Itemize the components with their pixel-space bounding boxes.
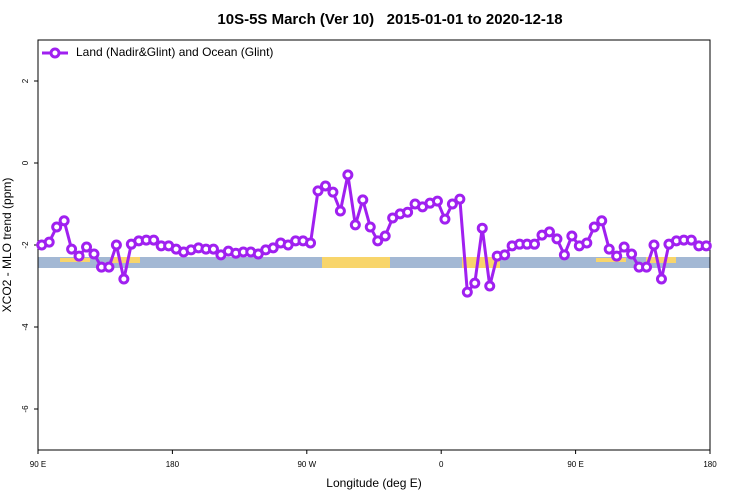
point [402, 206, 414, 218]
point [641, 261, 653, 273]
point [357, 194, 369, 206]
y-tick-label: 0 [21, 160, 30, 165]
x-tick-label: 0 [439, 460, 444, 469]
point [461, 286, 473, 298]
y-tick-label: -2 [21, 241, 30, 249]
point [110, 239, 122, 251]
point [581, 237, 593, 249]
point [58, 215, 70, 227]
chart-title: 10S-5S March (Ver 10) 2015-01-01 to 2020… [217, 11, 562, 28]
point [73, 250, 85, 262]
point [327, 186, 339, 198]
point [611, 250, 623, 262]
point [566, 230, 578, 242]
land-patch [110, 257, 140, 263]
point [379, 230, 391, 242]
point [626, 248, 638, 260]
point [648, 239, 660, 251]
y-axis-label: XCO2 - MLO trend (ppm) [0, 178, 14, 313]
x-axis-label: Longitude (deg E) [326, 476, 421, 490]
point [305, 237, 317, 249]
point [66, 243, 78, 255]
x-tick-label: 90 E [567, 460, 583, 469]
point [558, 249, 570, 261]
point [148, 234, 160, 246]
point [319, 180, 331, 192]
point [446, 198, 458, 210]
legend-label: Land (Nadir&Glint) and Ocean (Glint) [76, 45, 273, 59]
point [543, 226, 555, 238]
land-patch [596, 258, 626, 262]
y-tick-label: 2 [21, 78, 30, 83]
land-patch [646, 257, 676, 263]
land-patch [322, 257, 390, 268]
point [312, 185, 324, 197]
point [655, 273, 667, 285]
point [439, 213, 451, 225]
point [81, 241, 93, 253]
point [700, 240, 712, 252]
point [588, 221, 600, 233]
point [43, 236, 55, 248]
point [618, 241, 630, 253]
y-tick-label: -6 [21, 405, 30, 413]
point [372, 235, 384, 247]
point [364, 221, 376, 233]
x-tick-label: 90 E [30, 460, 46, 469]
point [103, 261, 115, 273]
series-line [41, 174, 707, 296]
point [349, 219, 361, 231]
point [476, 222, 488, 234]
point [596, 215, 608, 227]
point [499, 249, 511, 261]
point [529, 238, 541, 250]
point [207, 243, 219, 255]
x-tick-label: 90 W [297, 460, 316, 469]
point [118, 273, 130, 285]
y-tick-label: -4 [21, 323, 30, 331]
point [334, 205, 346, 217]
point [603, 243, 615, 255]
point [88, 248, 100, 260]
land-patch [462, 257, 500, 268]
point [431, 195, 443, 207]
map-strip [38, 257, 710, 268]
point [342, 169, 354, 181]
point [454, 193, 466, 205]
point [685, 234, 697, 246]
point [51, 221, 63, 233]
point [551, 233, 563, 245]
x-tick-label: 180 [166, 460, 180, 469]
land-patch [60, 258, 90, 262]
legend-marker [49, 47, 61, 59]
point [484, 280, 496, 292]
x-tick-label: 180 [703, 460, 717, 469]
point [267, 242, 279, 254]
point [469, 277, 481, 289]
